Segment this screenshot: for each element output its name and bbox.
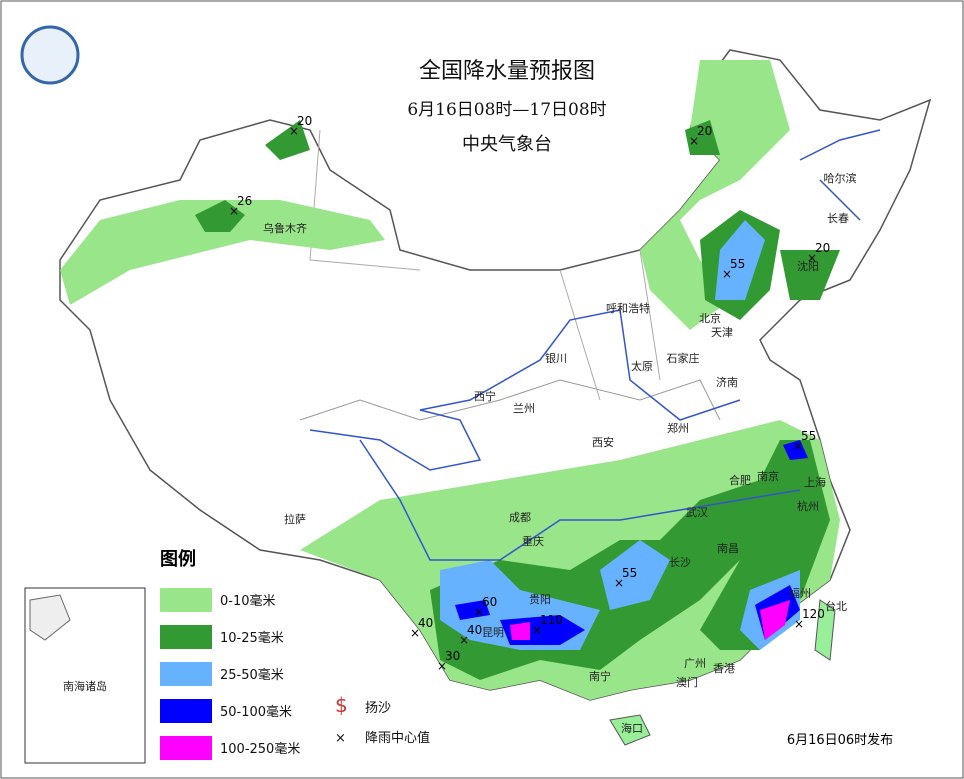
city-label: 福州 [789,586,811,600]
city-label: 北京 [699,311,721,325]
center-cross: × [614,576,624,590]
city-label: 兰州 [513,402,535,415]
center-value: 55 [622,566,637,580]
inset-label: 南海诸岛 [63,679,107,693]
city-label: 天津 [711,326,733,339]
city-label: 昆明 [482,626,504,639]
city-label: 广州 [684,657,706,670]
city-label: 呼和浩特 [606,301,650,315]
city-label: 上海 [804,475,826,489]
center-value: 110 [540,613,563,627]
city-label: 长沙 [669,556,691,569]
city-label: 合肥 [729,473,751,487]
center-value: 20 [815,241,830,255]
center-value: 120 [802,607,825,621]
city-label: 香港 [713,662,735,675]
legend-swatch [160,588,212,612]
rain-areas [60,60,840,700]
center-value: 60 [482,595,497,609]
sand-symbol: $ [335,693,348,717]
rivers [309,129,881,561]
city-label: 成都 [509,511,531,524]
city-label: 重庆 [522,534,544,548]
legend-label: 50-100毫米 [220,704,292,720]
cross-symbol: × [335,731,346,746]
subtitle: 6月16日08时—17日08时 [407,100,606,120]
city-label: 济南 [716,375,738,389]
city-label: 澳门 [676,675,698,689]
legend-swatch [160,736,212,760]
issuer: 中央气象台 [462,134,552,155]
center-cross: × [410,626,420,640]
legend-symbol: 扬沙 [365,701,391,716]
city-label: 南京 [757,469,779,483]
city-label: 哈尔滨 [824,171,857,185]
city-label: 西安 [592,435,614,449]
center-cross: × [474,605,484,619]
city-label: 拉萨 [284,512,306,526]
center-value: 40 [418,616,433,630]
center-cross: × [437,659,447,673]
city-label: 武汉 [686,506,708,519]
city-label: 南昌 [717,542,739,555]
footer: 6月16日06时发布 [787,732,893,748]
center-value: 20 [697,124,712,138]
city-label: 银川 [545,351,567,365]
city-label: 郑州 [667,421,689,435]
legend-symbol: 降雨中心值 [365,730,430,746]
logo [20,25,80,85]
legend-label: 10-25毫米 [220,630,284,646]
rain-centers: ×20×26×20×20×55×55×55×60×40×40×30×110 ×12… [229,114,830,673]
legend-label: 0-10毫米 [220,593,276,609]
center-cross: × [532,623,542,637]
city-label: 西宁 [474,389,496,403]
center-cross: × [794,617,804,631]
city-label: 石家庄 [667,351,700,365]
city-label: 贵阳 [529,593,551,606]
legend-label: 100-250毫米 [220,741,300,757]
legend-swatch [160,699,212,723]
legend-label: 25-50毫米 [220,667,284,683]
city-label: 台北 [825,599,847,613]
center-cross: × [807,251,817,265]
city-label: 沈阳 [797,259,819,273]
center-value: 26 [237,194,252,208]
legend-swatch [160,662,212,686]
center-cross: × [229,204,239,218]
title: 全国降水量预报图 [419,59,595,84]
city-label: 乌鲁木齐 [263,221,307,235]
center-value: 55 [730,257,745,271]
city-label: 杭州 [797,499,819,513]
center-value: 20 [297,114,312,128]
center-cross: × [689,134,699,148]
city-label: 长春 [827,212,849,225]
center-cross: × [459,633,469,647]
city-label: 海口 [621,721,643,735]
city-label: 南宁 [589,669,611,683]
center-cross: × [793,439,803,453]
legend-title: 图例 [160,548,196,570]
legend: 图例 0-10毫米 10-25毫米 25-50毫米 50-100毫米 100-250毫米… [160,548,430,760]
city-label: 太原 [631,360,653,373]
center-cross: × [722,267,732,281]
inset: 南海诸岛 [24,587,146,764]
center-value: 40 [467,623,482,637]
center-cross: × [289,124,299,138]
center-value: 55 [801,429,816,443]
legend-swatch [160,625,212,649]
center-value: 30 [445,649,460,663]
